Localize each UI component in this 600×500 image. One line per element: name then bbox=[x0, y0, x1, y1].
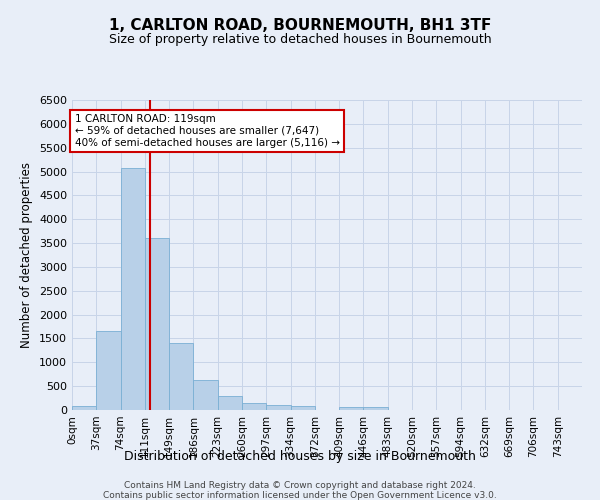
Text: Distribution of detached houses by size in Bournemouth: Distribution of detached houses by size … bbox=[124, 450, 476, 463]
Bar bbox=[169, 343, 193, 410]
Text: Contains HM Land Registry data © Crown copyright and database right 2024.: Contains HM Land Registry data © Crown c… bbox=[124, 481, 476, 490]
Bar bbox=[193, 380, 218, 410]
Text: 1, CARLTON ROAD, BOURNEMOUTH, BH1 3TF: 1, CARLTON ROAD, BOURNEMOUTH, BH1 3TF bbox=[109, 18, 491, 32]
Bar bbox=[339, 407, 364, 410]
Text: Size of property relative to detached houses in Bournemouth: Size of property relative to detached ho… bbox=[109, 32, 491, 46]
Y-axis label: Number of detached properties: Number of detached properties bbox=[20, 162, 34, 348]
Bar bbox=[96, 332, 121, 410]
Bar bbox=[121, 168, 145, 410]
Text: Contains public sector information licensed under the Open Government Licence v3: Contains public sector information licen… bbox=[103, 491, 497, 500]
Bar bbox=[266, 405, 290, 410]
Bar bbox=[72, 406, 96, 410]
Text: 1 CARLTON ROAD: 119sqm
← 59% of detached houses are smaller (7,647)
40% of semi-: 1 CARLTON ROAD: 119sqm ← 59% of detached… bbox=[74, 114, 340, 148]
Bar bbox=[364, 407, 388, 410]
Bar bbox=[218, 396, 242, 410]
Bar bbox=[145, 238, 169, 410]
Bar bbox=[242, 403, 266, 410]
Bar bbox=[290, 406, 315, 410]
